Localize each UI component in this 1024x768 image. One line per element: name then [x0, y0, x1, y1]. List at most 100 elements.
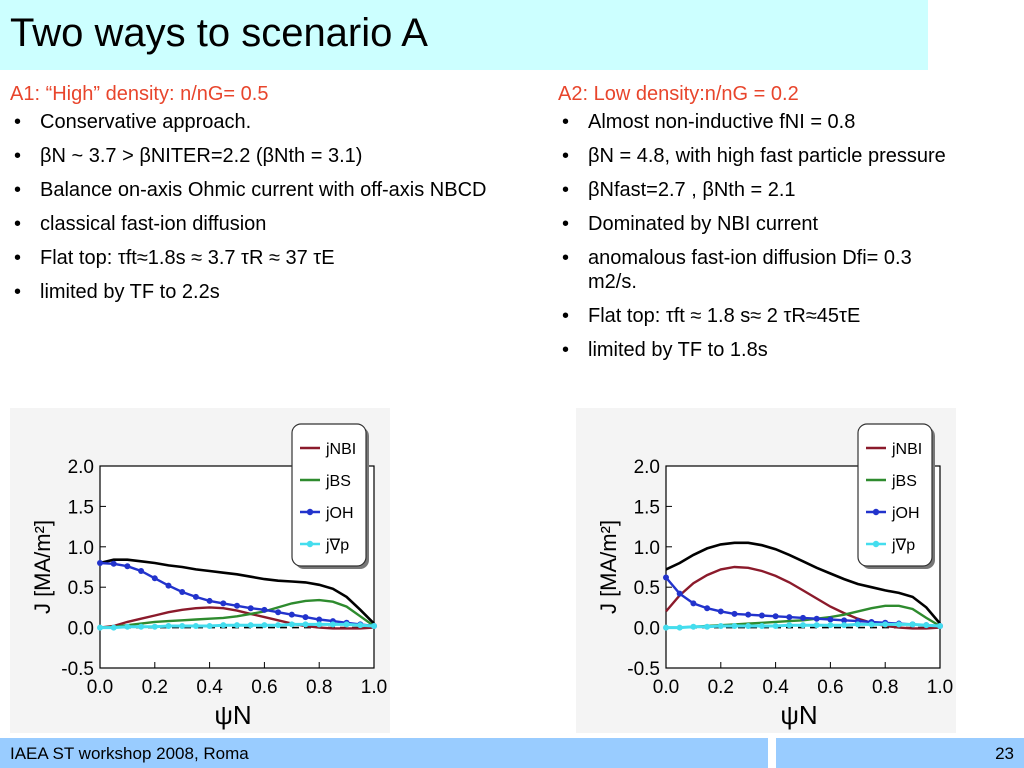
chart-0-point-j∇p: [288, 621, 295, 628]
chart-1-point-j∇p: [758, 622, 765, 629]
chart-1-point-jOH: [676, 590, 683, 597]
list-item: Almost non-inductive fNI = 0.8: [558, 110, 958, 134]
chart-0-y-axis-label: J [MA/m²]: [30, 520, 55, 614]
chart-1-point-jOH: [841, 617, 848, 624]
chart-1-legend-label: jNBI: [891, 441, 922, 458]
chart-1-point-j∇p: [745, 622, 752, 629]
chart-1-point-j∇p: [895, 621, 902, 628]
chart-0-point-jOH: [261, 606, 268, 613]
chart-1-point-jOH: [786, 614, 793, 621]
chart-1-point-j∇p: [704, 623, 711, 630]
chart-0-point-jOH: [165, 582, 172, 589]
chart-0-point-j∇p: [234, 622, 240, 629]
column-b-bullets: Almost non-inductive fNI = 0.8 βN = 4.8,…: [558, 110, 958, 362]
list-item: Conservative approach.: [10, 110, 490, 134]
chart-0-point-j∇p: [316, 621, 323, 628]
chart-1-point-jOH: [731, 610, 738, 617]
chart-1-legend-label: jOH: [891, 505, 920, 522]
chart-1-point-j∇p: [937, 622, 943, 629]
chart-1-point-jOH: [758, 612, 765, 619]
chart-0-legend-label: jBS: [325, 473, 351, 490]
chart-1-point-j∇p: [676, 624, 683, 631]
chart-1-point-jOH: [663, 574, 669, 581]
chart-0-legend-marker: [306, 540, 314, 548]
chart-0-point-j∇p: [110, 624, 117, 631]
chart-0-point-jOH: [275, 609, 282, 616]
chart-0-x-tick-label: 1.0: [361, 677, 387, 698]
chart-0-legend-label: j∇p: [325, 537, 349, 554]
list-item: limited by TF to 1.8s: [558, 338, 958, 362]
current-profile-chart-a: 2.01.51.00.50.0-0.50.0 0.2 0.4 0.6 0.8 1.0ψNJ…: [10, 408, 390, 733]
chart-1-x-tick-label: 0.6: [817, 677, 843, 698]
chart-1-x-tick-label: 0.8: [872, 677, 898, 698]
list-item: βN = 4.8, with high fast particle pressu…: [558, 144, 958, 168]
column-a-heading-text: A1: “High” density: n/nG= 0.5: [10, 83, 269, 105]
chart-1-y-tick-label: 2.0: [634, 457, 660, 478]
chart-1-x-axis-label: ψN: [780, 700, 817, 730]
chart-0-y-tick-label: 0.0: [68, 619, 94, 640]
chart-1-point-jOH: [717, 608, 724, 615]
list-item: Flat top: τft≈1.8s ≈ 3.7 τR ≈ 37 τE: [10, 246, 490, 270]
chart-1-point-j∇p: [841, 622, 848, 629]
column-a: A1: “High” density: n/nG= 0.5 Conservati…: [10, 82, 490, 314]
chart-0-point-j∇p: [151, 623, 158, 630]
chart-1-y-tick-label: 1.5: [634, 497, 660, 518]
chart-0-point-j∇p: [371, 622, 377, 629]
chart-0-point-jOH: [247, 605, 254, 612]
chart-1-point-jOH: [800, 614, 806, 621]
chart-0-point-j∇p: [343, 621, 350, 628]
chart-0-legend-box: [291, 423, 367, 567]
column-b-heading-text: A2: Low density:n/nG = 0.2: [558, 83, 799, 105]
chart-0-point-j∇p: [124, 623, 131, 630]
chart-0-y-tick-label: 1.5: [68, 497, 94, 518]
chart-0-point-j∇p: [206, 622, 213, 629]
chart-0-legend-marker: [306, 508, 314, 516]
chart-0-point-jOH: [206, 597, 213, 604]
chart-0-point-jOH: [179, 589, 186, 596]
chart-0-point-j∇p: [329, 621, 336, 628]
footer-text: IAEA ST workshop 2008, Roma: [10, 744, 249, 763]
chart-1-point-j∇p: [772, 622, 779, 629]
chart-1-point-j∇p: [868, 621, 875, 628]
footer-bar-left: [0, 738, 768, 768]
column-b-heading: A2: Low density:n/nG = 0.2: [558, 82, 958, 106]
chart-1-legend-marker: [872, 508, 880, 516]
chart-1-y-tick-label: 1.0: [634, 538, 660, 559]
chart-0-point-jOH: [192, 593, 199, 600]
chart-0-point-jOH: [220, 600, 227, 607]
chart-0-series-jBS: [99, 598, 375, 629]
chart-1-point-j∇p: [854, 621, 861, 628]
current-profile-chart-b: 2.01.51.00.50.0-0.50.0 0.2 0.4 0.6 0.8 1.0ψNJ…: [576, 408, 956, 733]
chart-0-point-jOH: [138, 568, 145, 575]
column-a-bullets: Conservative approach. βN ~ 3.7 > βNITER…: [10, 110, 490, 304]
list-item: limited by TF to 2.2s: [10, 280, 490, 304]
chart-1-point-jOH: [772, 613, 779, 620]
chart-0-point-jOH: [234, 602, 240, 609]
chart-0-y-tick-label: 1.0: [68, 538, 94, 559]
chart-1-point-j∇p: [827, 622, 834, 629]
chart-1-y-tick-label: 0.5: [634, 578, 660, 599]
chart-1-point-j∇p: [731, 622, 738, 629]
list-item: classical fast-ion diffusion: [10, 212, 490, 236]
chart-1-point-j∇p: [690, 623, 697, 630]
chart-0-point-j∇p: [220, 622, 227, 629]
chart-1-x-tick-label: 0.4: [762, 677, 789, 698]
chart-1-y-axis-label: J [MA/m²]: [596, 520, 621, 614]
chart-1-point-j∇p: [663, 624, 669, 631]
chart-0-x-tick-label: 0.0: [87, 677, 113, 698]
slide-title: Two ways to scenario A: [10, 11, 428, 55]
chart-0-legend-label: jNBI: [325, 441, 356, 458]
chart-1-point-j∇p: [786, 622, 793, 629]
chart-1-point-j∇p: [909, 621, 916, 628]
chart-1-legend-label: j∇p: [891, 537, 915, 554]
column-b: A2: Low density:n/nG = 0.2 Almost non-in…: [558, 82, 958, 372]
chart-1-x-tick-label: 0.2: [708, 677, 734, 698]
chart-1-point-j∇p: [800, 622, 806, 629]
page-number: 23: [995, 744, 1014, 763]
chart-0-point-j∇p: [97, 624, 103, 631]
chart-0-point-j∇p: [247, 622, 254, 629]
chart-0-series-jtotal: [99, 558, 375, 625]
chart-0-point-jOH: [110, 560, 117, 567]
chart-0-legend-label: jOH: [325, 505, 354, 522]
list-item: anomalous fast-ion diffusion Dfi= 0.3 m2…: [558, 246, 958, 294]
